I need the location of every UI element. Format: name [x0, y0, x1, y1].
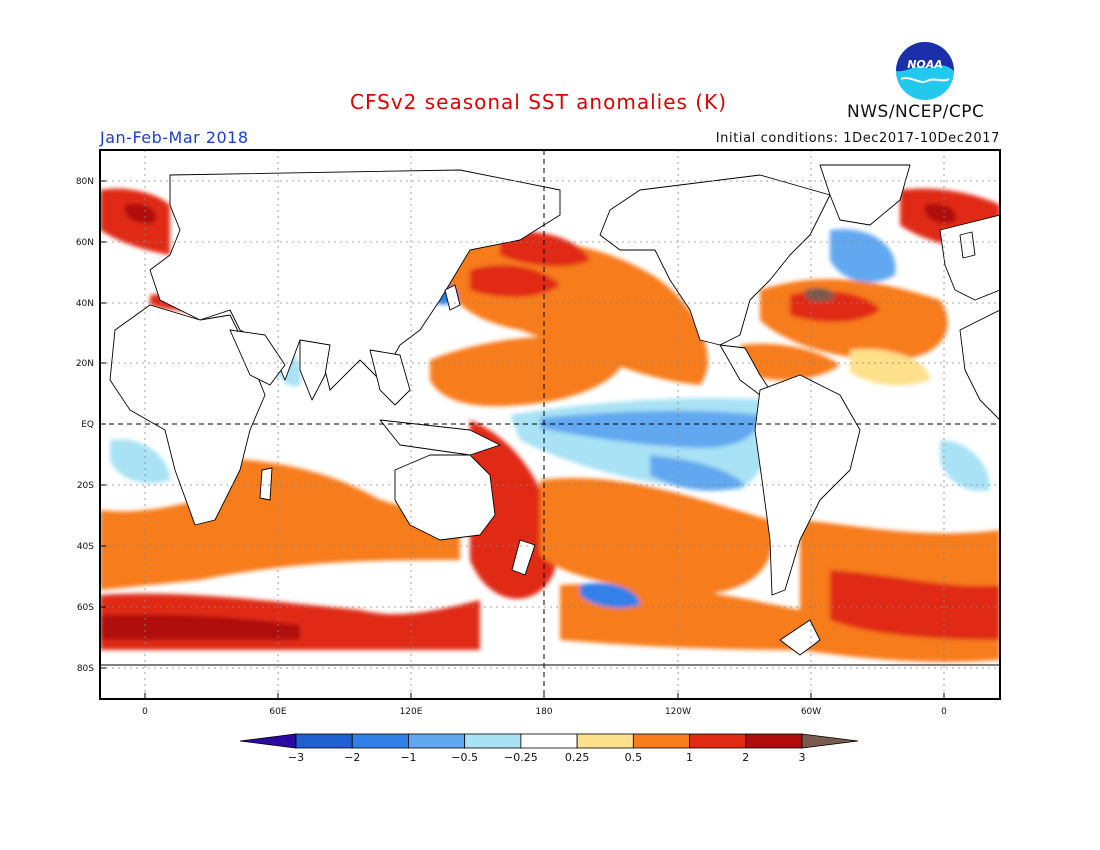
colorbar-label: 3: [799, 751, 806, 764]
anomaly-tropical-atlantic-warm: [740, 343, 840, 381]
lat-tick-label: 80N: [76, 177, 94, 187]
anomaly-equatorial-pacific-cool-core: [540, 410, 760, 448]
lat-tick-label: 20S: [77, 481, 94, 491]
land-new-zealand: [511, 539, 536, 576]
land-india: [299, 339, 331, 401]
land-uk: [959, 231, 976, 259]
lat-tick-label: 20N: [76, 359, 94, 369]
land-europe-east: [939, 214, 1000, 301]
anomaly-tropical-atlantic-light: [850, 349, 930, 386]
anomaly-west-pacific-warm: [430, 336, 625, 407]
colorbar-swatch: [632, 733, 690, 749]
land-africa: [109, 304, 266, 526]
lat-tick-label: 60N: [76, 238, 94, 248]
colorbar-label: −0.5: [451, 751, 478, 764]
anomaly-gulf-stream-hot: [805, 287, 835, 302]
agency-label: NWS/NCEP/CPC: [847, 102, 985, 122]
land-antarctica: [100, 664, 1000, 699]
anomaly-nordic-seas-hot: [925, 203, 956, 224]
colorbar-swatch: [520, 733, 578, 749]
colorbar-label: 0.5: [625, 751, 643, 764]
lon-tick-label: 180: [535, 707, 552, 717]
land-arabia: [229, 329, 286, 386]
land-masses: [100, 164, 1000, 699]
anomaly-north-atlantic-cool: [830, 229, 896, 283]
land-australia: [394, 454, 496, 541]
colorbar-swatch: [464, 733, 522, 749]
lat-tick-label: 60S: [77, 603, 94, 613]
color-bar: −3 −2 −1 −0.5 −0.25 0.25 0.5 1 2 3: [239, 733, 859, 764]
colorbar-high-arrow: [801, 733, 859, 749]
land-antarctic-peninsula: [779, 619, 821, 656]
colorbar-label: −2: [344, 751, 360, 764]
anomaly-north-pacific-strong: [470, 265, 560, 297]
land-indonesia: [379, 419, 501, 456]
lon-tick-label: 0: [142, 707, 148, 717]
graticule: [100, 150, 1000, 699]
lon-tick-label: 60E: [269, 707, 286, 717]
anomaly-south-atlantic-cool: [110, 439, 170, 484]
lat-tick-label: 40S: [77, 542, 94, 552]
anomaly-barents-warm-west: [100, 188, 170, 255]
lat-tick-label: EQ: [81, 420, 94, 430]
anomaly-field: [100, 188, 1000, 662]
colorbar-low-arrow: [239, 733, 297, 749]
anomaly-south-atlantic-strong: [830, 570, 1000, 640]
colorbar-label: 0.25: [565, 751, 590, 764]
lat-tick-label: 80S: [77, 664, 94, 674]
colorbar-swatch: [295, 733, 353, 749]
lon-tick-label: 120W: [665, 707, 691, 717]
colorbar-label: −0.25: [504, 751, 538, 764]
anomaly-southern-ocean-lower: [100, 614, 300, 640]
colorbar-swatch: [408, 733, 466, 749]
land-africa-east-copy: [959, 309, 1000, 421]
anomaly-south-indian: [200, 459, 388, 560]
colorbar-swatch: [576, 733, 634, 749]
lon-tick-label: 120E: [400, 707, 423, 717]
noaa-logo-text: NOAA: [907, 58, 943, 71]
longitude-axis: 0 60E 120E 180 120W 60W 0: [142, 693, 947, 717]
colorbar-swatch: [689, 733, 747, 749]
colorbar-swatch: [351, 733, 409, 749]
map-title: CFSv2 seasonal SST anomalies (K): [350, 90, 727, 114]
latitude-axis: 80N 60N 40N 20N EQ 20S 40S 60S 80S: [76, 177, 106, 674]
colorbar-label: 2: [742, 751, 749, 764]
anomaly-barents-hot-west: [125, 203, 156, 224]
land-greenland: [819, 164, 911, 226]
colorbar-label: −3: [288, 751, 304, 764]
anomaly-south-pacific-cool: [580, 582, 640, 608]
land-madagascar: [259, 467, 273, 501]
colorbar-label: −1: [400, 751, 416, 764]
land-southeast-asia: [369, 349, 411, 406]
initial-conditions-label: Initial conditions: 1Dec2017-10Dec2017: [715, 131, 1000, 146]
lat-tick-label: 40N: [76, 299, 94, 309]
anomaly-tasman: [470, 420, 556, 599]
season-label: Jan-Feb-Mar 2018: [100, 128, 249, 147]
lon-tick-label: 60W: [801, 707, 821, 717]
anomaly-equatorial-pacific-cool-band: [650, 455, 745, 491]
colorbar-label: 1: [686, 751, 693, 764]
noaa-logo: NOAA: [896, 42, 954, 100]
anomaly-bering-warm: [500, 231, 590, 267]
colorbar-swatch: [745, 733, 803, 749]
anomaly-east-atlantic-cool: [940, 440, 990, 491]
lon-tick-label: 0: [941, 707, 947, 717]
anomaly-south-pacific: [540, 478, 773, 595]
land-south-america: [754, 374, 861, 596]
